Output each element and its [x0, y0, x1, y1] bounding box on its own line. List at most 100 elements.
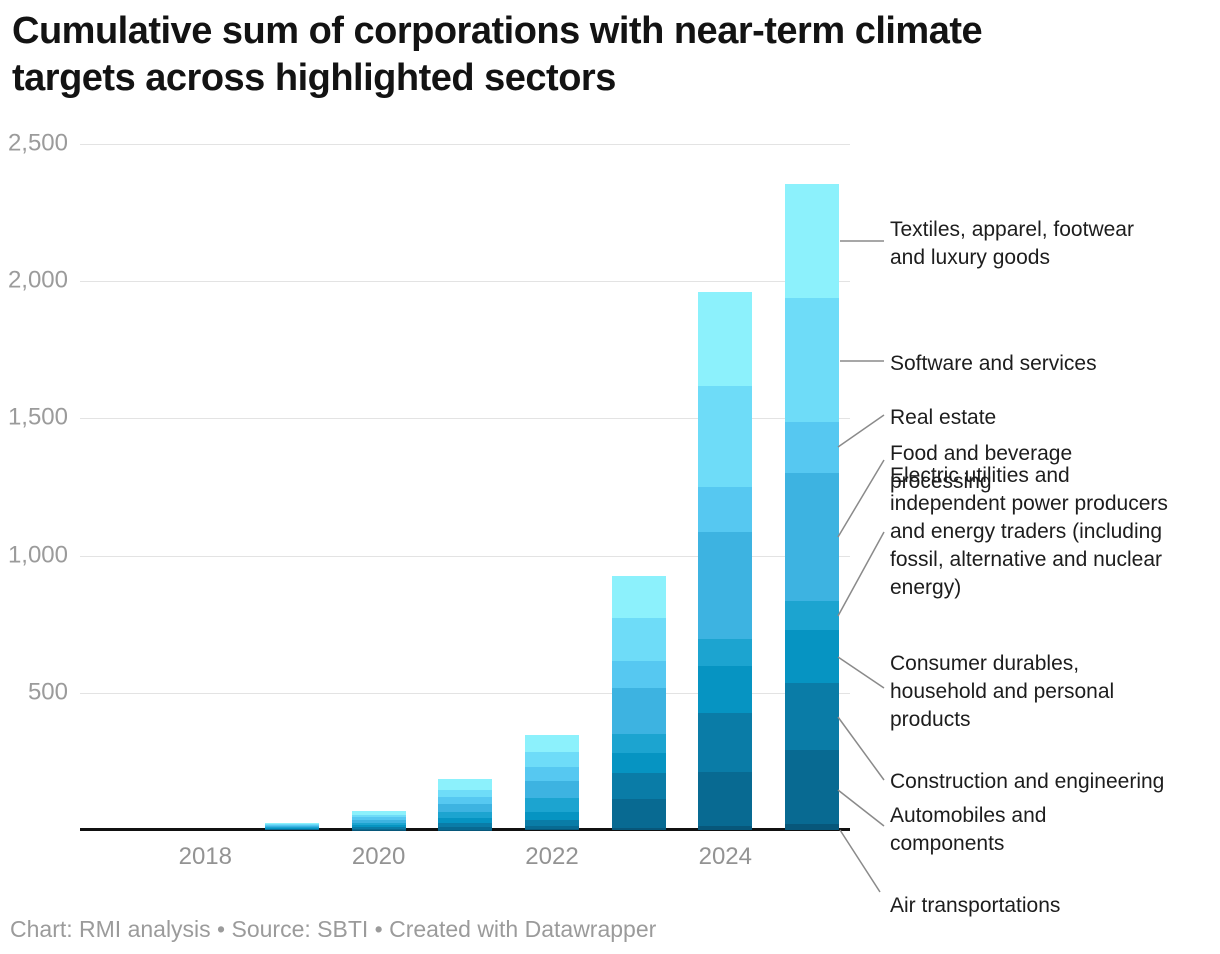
bar-segment[interactable]: [438, 804, 493, 813]
sector-label: Real estate: [890, 406, 997, 429]
bar-2019: [265, 822, 319, 830]
bar-segment[interactable]: [784, 629, 839, 684]
gridline: [80, 692, 850, 694]
bar-segment[interactable]: [698, 291, 753, 386]
chart-title: Cumulative sum of corporations with near…: [12, 10, 983, 99]
bar-segment[interactable]: [438, 827, 493, 830]
x-axis-label: 2022: [525, 843, 579, 870]
gridline: [80, 281, 850, 283]
bar-segment[interactable]: [611, 773, 666, 800]
bar-segment[interactable]: [265, 826, 319, 828]
leader-line: [839, 829, 881, 893]
bar-segment[interactable]: [525, 798, 579, 812]
bar-segment[interactable]: [698, 531, 753, 639]
bar-segment[interactable]: [784, 600, 839, 630]
bar-segment[interactable]: [265, 825, 319, 827]
gridline: [80, 555, 850, 557]
y-axis-label: 1,000: [7, 541, 68, 569]
bar-segment[interactable]: [784, 184, 839, 298]
leader-line: [837, 459, 885, 538]
sector-label: Automobiles and components: [890, 804, 1047, 855]
bar-segment[interactable]: [438, 812, 493, 819]
bar-segment[interactable]: [784, 421, 839, 473]
bar-segment[interactable]: [611, 828, 666, 830]
bar-segment[interactable]: [698, 772, 753, 826]
bar-segment[interactable]: [438, 779, 493, 790]
sector-label: Food and beverage processing: [890, 442, 1073, 493]
sector-label: Software and services: [890, 352, 1097, 375]
bar-segment[interactable]: [611, 687, 666, 735]
bar-segment[interactable]: [525, 780, 579, 799]
bar-segment[interactable]: [525, 734, 579, 752]
bar-segment[interactable]: [351, 826, 406, 829]
sector-label: Consumer durables, household and persona…: [890, 652, 1115, 731]
bar-segment[interactable]: [265, 828, 319, 830]
y-axis-label: 500: [27, 678, 68, 706]
bar-2023: [611, 575, 666, 830]
bar-2020: [351, 810, 406, 831]
bar-segment[interactable]: [698, 825, 753, 830]
bar-segment[interactable]: [698, 713, 753, 773]
bar-segment[interactable]: [351, 819, 406, 823]
gridline: [80, 418, 850, 420]
bar-segment[interactable]: [265, 828, 319, 829]
bar-segment[interactable]: [611, 734, 666, 753]
bar-segment[interactable]: [525, 811, 579, 821]
bar-segment[interactable]: [525, 829, 579, 830]
bar-segment[interactable]: [438, 797, 493, 805]
bar-segment[interactable]: [438, 823, 493, 828]
sector-label: Air transportations: [890, 894, 1061, 917]
x-axis-label: 2020: [351, 843, 406, 870]
bar-segment[interactable]: [438, 818, 493, 824]
bar-segment[interactable]: [265, 824, 319, 826]
bar-2022: [525, 734, 579, 830]
bar-segment[interactable]: [611, 799, 666, 829]
y-axis-label: 2,000: [7, 266, 68, 294]
bar-segment[interactable]: [784, 473, 839, 601]
bar-segment[interactable]: [698, 486, 753, 532]
y-axis-label: 1,500: [7, 403, 68, 431]
bar-segment[interactable]: [611, 618, 666, 661]
bar-segment[interactable]: [698, 385, 753, 487]
sector-label: Electric utilities and independent power…: [890, 464, 1168, 599]
bar-segment[interactable]: [525, 820, 579, 826]
leader-line: [837, 414, 885, 448]
bar-2021: [438, 779, 493, 830]
leader-line: [837, 531, 885, 617]
bar-segment[interactable]: [611, 660, 666, 688]
leader-line: [837, 656, 885, 689]
bar-segment[interactable]: [784, 297, 839, 422]
bar-segment[interactable]: [351, 810, 406, 815]
bar-segment[interactable]: [351, 825, 406, 827]
bar-segment[interactable]: [784, 749, 839, 824]
bar-segment[interactable]: [611, 752, 666, 774]
x-axis-label: 2024: [698, 843, 752, 870]
bar-segment[interactable]: [784, 823, 839, 830]
bar-2025: [784, 184, 839, 830]
leader-line: [837, 789, 885, 827]
bar-segment[interactable]: [611, 575, 666, 619]
bar-segment[interactable]: [351, 822, 406, 826]
y-axis-label: 2,500: [7, 129, 68, 157]
bar-segment[interactable]: [698, 665, 753, 714]
sector-label: Textiles, apparel, footwear and luxury g…: [890, 218, 1134, 269]
bar-segment[interactable]: [265, 822, 319, 825]
bar-segment[interactable]: [351, 817, 406, 820]
bar-segment[interactable]: [438, 789, 493, 798]
bar-segment[interactable]: [525, 766, 579, 781]
leader-line: [837, 716, 885, 781]
x-axis-label: 2018: [178, 843, 232, 870]
gridline: [80, 144, 850, 145]
bar-segment[interactable]: [525, 825, 579, 830]
bar-segment[interactable]: [351, 814, 406, 818]
bar-segment[interactable]: [351, 828, 406, 830]
bar-segment[interactable]: [265, 829, 319, 830]
bar-segment[interactable]: [784, 683, 839, 750]
bar-segment[interactable]: [698, 638, 753, 666]
chart-credit: Chart: RMI analysis • Source: SBTI • Cre…: [10, 916, 657, 942]
bar-segment[interactable]: [265, 827, 319, 829]
bar-segment[interactable]: [525, 751, 579, 767]
bar-2024: [698, 291, 753, 830]
sector-label: Construction and engineering: [890, 770, 1165, 793]
